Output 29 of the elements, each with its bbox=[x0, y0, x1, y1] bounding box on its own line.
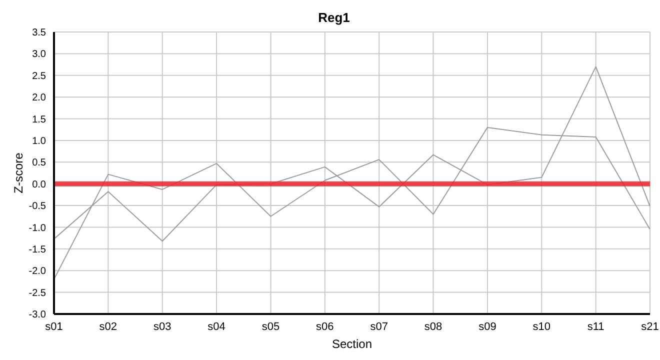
x-tick-label: s08 bbox=[424, 320, 442, 333]
x-axis-title: Section bbox=[332, 337, 372, 351]
x-tick-label: s02 bbox=[99, 320, 118, 333]
x-tick-label: s21 bbox=[641, 320, 659, 333]
x-tick-label: s10 bbox=[532, 320, 551, 333]
x-tick-label: s05 bbox=[262, 320, 280, 333]
y-tick-label: -1.0 bbox=[28, 222, 46, 234]
x-tick-label: s04 bbox=[208, 320, 226, 333]
y-tick-label: -3.0 bbox=[28, 310, 46, 321]
y-tick-label: 1.0 bbox=[32, 136, 46, 148]
x-tick-label: s11 bbox=[587, 320, 604, 333]
x-tick-label: s07 bbox=[370, 320, 388, 333]
x-tick-label: s01 bbox=[45, 320, 63, 333]
y-axis-title: Z-score bbox=[11, 152, 26, 194]
x-tick-label: s03 bbox=[153, 320, 172, 333]
y-tick-label: 3.0 bbox=[32, 49, 46, 60]
y-tick-label: -0.5 bbox=[28, 201, 46, 212]
y-tick-label: 2.0 bbox=[32, 92, 46, 104]
x-tick-label: s09 bbox=[478, 320, 496, 333]
y-tick-label: -2.5 bbox=[28, 288, 46, 299]
y-tick-label: -2.0 bbox=[28, 266, 46, 278]
y-tick-label: 0.5 bbox=[32, 158, 46, 169]
y-tick-label: 1.5 bbox=[32, 114, 46, 126]
x-tick-label: s06 bbox=[316, 320, 334, 333]
y-tick-label: 0.0 bbox=[32, 179, 46, 190]
y-tick-label: 2.5 bbox=[32, 70, 46, 82]
chart-title: Reg1 bbox=[317, 9, 351, 27]
y-tick-label: -1.5 bbox=[28, 244, 46, 256]
y-tick-label: 3.5 bbox=[32, 28, 46, 39]
